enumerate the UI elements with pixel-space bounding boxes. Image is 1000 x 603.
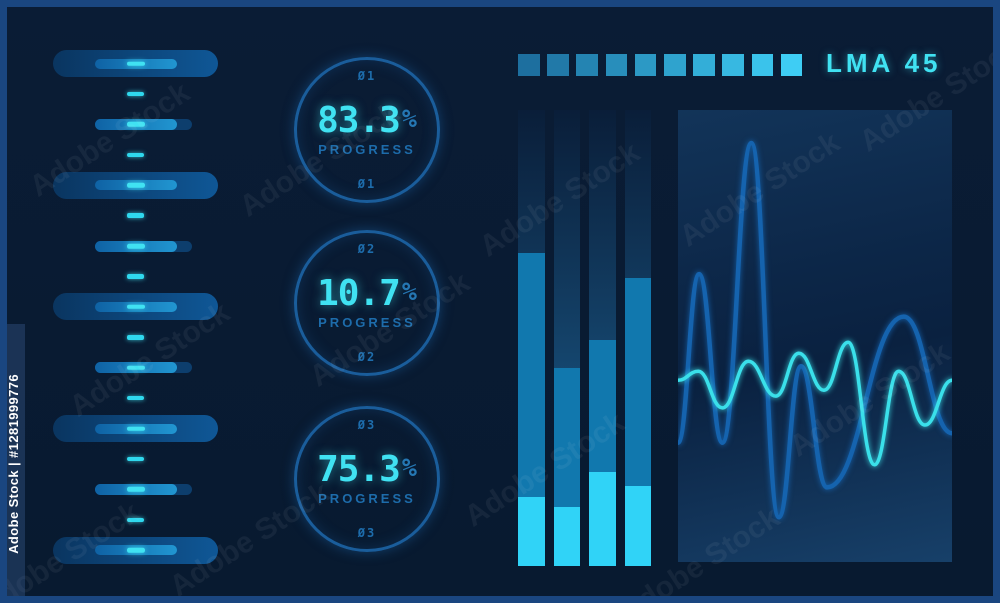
unit-label: LMA 45 — [826, 48, 942, 78]
circle-value-row: 75.3% — [317, 452, 417, 488]
timeline-dash — [127, 304, 145, 310]
timeline-tick — [127, 395, 144, 401]
timeline-dash — [127, 365, 145, 370]
circle-caption: PROGRESS — [318, 491, 416, 506]
status-block — [518, 54, 540, 76]
circle-value: 10.7 — [317, 273, 401, 314]
wave-cyan-line — [678, 340, 952, 467]
circle-caption: PROGRESS — [318, 142, 416, 157]
timeline-bar-large — [53, 171, 218, 199]
timeline-bar-large-inner — [95, 423, 177, 434]
timeline-bar-large-inner — [95, 301, 177, 312]
circle-center-group: 10.7% PROGRESS — [317, 276, 417, 331]
circle-top-index: Ø1 — [357, 69, 377, 83]
timeline-bar-large — [53, 415, 218, 443]
bar-highlight — [589, 471, 616, 566]
bar-highlight — [553, 506, 580, 566]
timeline-bar-large-inner — [95, 545, 177, 556]
status-block — [751, 54, 774, 76]
timeline-tick — [127, 213, 144, 218]
timeline-tick — [127, 152, 144, 158]
status-block — [780, 54, 803, 76]
timeline-bar-large-inner — [95, 180, 177, 191]
timeline-tick — [127, 517, 144, 523]
timeline-bar-small-inner — [95, 118, 177, 130]
circle-bottom-index: Ø1 — [357, 177, 377, 191]
percent-sign: % — [401, 453, 417, 482]
bar-highlight — [624, 486, 651, 566]
percent-sign: % — [401, 277, 417, 306]
timeline-tick — [127, 91, 144, 97]
timeline-bar-small-inner — [95, 240, 177, 252]
timeline-bar-small — [95, 483, 192, 495]
timeline-dash — [127, 122, 145, 127]
circle-caption: PROGRESS — [318, 315, 416, 330]
wave-blue-line — [678, 140, 952, 520]
circle-value: 83.3 — [317, 100, 401, 141]
timeline-bar-large-inner — [95, 58, 177, 69]
circle-value-row: 10.7% — [317, 276, 417, 312]
circle-top-index: Ø3 — [357, 418, 377, 432]
status-block — [663, 54, 686, 76]
progress-circle: Ø3 75.3% PROGRESS Ø3 — [294, 406, 440, 552]
status-block — [547, 54, 569, 76]
timeline-tick — [127, 274, 144, 279]
timeline-bar-small — [95, 362, 192, 374]
timeline-tick — [127, 456, 144, 462]
circle-center-group: 75.3% PROGRESS — [317, 452, 417, 507]
status-block — [605, 54, 628, 76]
timeline-dash — [127, 547, 145, 553]
bar-track — [518, 110, 545, 566]
timeline-bar-small — [95, 240, 192, 252]
timeline-column — [53, 0, 218, 603]
circle-center-group: 83.3% PROGRESS — [317, 103, 417, 158]
circle-value-row: 83.3% — [317, 103, 417, 139]
bar-track — [553, 110, 580, 566]
circle-value: 75.3 — [317, 449, 401, 490]
timeline-dash — [127, 61, 145, 66]
timeline-dash — [127, 182, 145, 188]
timeline-bar-small — [95, 118, 192, 130]
status-block — [722, 54, 744, 76]
status-block — [576, 54, 598, 76]
waveform-svg — [678, 140, 952, 520]
stock-id-text: Adobe Stock | #1281999776 — [5, 373, 21, 554]
timeline-bar-small-inner — [95, 483, 177, 495]
circle-bottom-index: Ø3 — [357, 526, 377, 540]
progress-circle: Ø2 10.7% PROGRESS Ø2 — [294, 230, 440, 376]
circle-top-index: Ø2 — [357, 242, 377, 256]
timeline-bar-large — [53, 50, 218, 77]
status-blocks-row — [518, 54, 803, 76]
timeline-bar-large — [53, 536, 218, 564]
progress-circle: Ø1 83.3% PROGRESS Ø1 — [294, 57, 440, 203]
percent-sign: % — [401, 104, 417, 133]
timeline-bar-large — [53, 293, 218, 321]
waveform-panel — [678, 110, 952, 562]
status-block — [634, 54, 657, 76]
timeline-dash — [127, 243, 145, 249]
circle-bottom-index: Ø2 — [357, 350, 377, 364]
timeline-bar-small-inner — [95, 362, 177, 374]
timeline-dash — [127, 426, 145, 431]
status-block — [693, 54, 715, 76]
bar-highlight — [518, 497, 545, 566]
bar-track — [624, 110, 651, 566]
timeline-tick — [127, 335, 144, 340]
bar-track — [589, 110, 616, 566]
timeline-dash — [127, 487, 145, 492]
stock-id-watermark: Adobe Stock | #1281999776 — [1, 324, 25, 603]
bar-chart — [518, 110, 651, 566]
